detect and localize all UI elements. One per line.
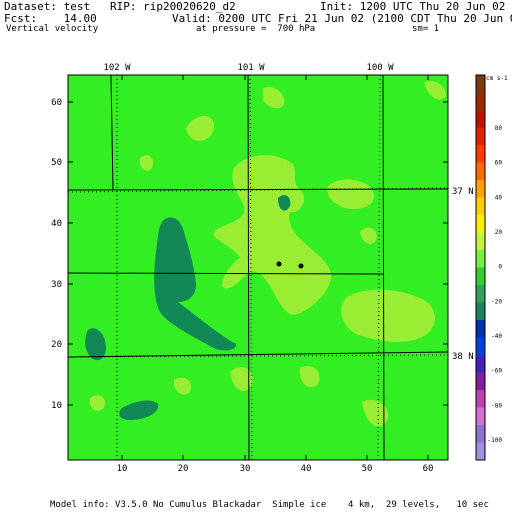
y-tick-label: 40: [51, 219, 62, 229]
forecast-hour-label: Fcst: 14.00: [4, 12, 97, 25]
colorbar-swatch: [476, 145, 485, 163]
y-tick-label: 30: [51, 280, 62, 290]
longitude-label: 101 W: [237, 63, 265, 73]
dark-contour-regions: [85, 195, 291, 420]
colorbar-swatch: [476, 355, 485, 373]
colorbar-tick-label: 80: [495, 125, 503, 132]
colorbar-tick-label: -80: [491, 402, 502, 409]
colorbar-swatch: [476, 285, 485, 303]
plot-frame: [67, 74, 449, 461]
colorbar-swatch: [476, 390, 485, 408]
colorbar-swatch: [476, 425, 485, 443]
pressure-level-label: at pressure = 700 hPa: [196, 24, 316, 34]
colorbar-swatch: [476, 250, 485, 268]
y-tick-label: 20: [51, 340, 62, 350]
colorbar-swatch: [476, 162, 485, 181]
colorbar-swatch: [476, 442, 485, 461]
colorbar-swatch: [476, 407, 485, 426]
colorbar-tick-label: 40: [495, 194, 503, 201]
x-tick-label: 60: [423, 464, 434, 474]
colorbar-tick-label: -20: [491, 298, 502, 305]
colorbar-tick-label: -40: [491, 333, 502, 340]
colorbar-unit-label: cm s-1: [486, 75, 508, 82]
color-bar: [475, 74, 486, 461]
graticule-lines: [67, 74, 449, 461]
colorbar-tick-label: -100: [488, 437, 503, 444]
colorbar-tick-label: 60: [495, 160, 503, 167]
station-markers: [276, 261, 304, 269]
colorbar-swatch: [476, 110, 485, 128]
x-tick-label: 30: [240, 464, 251, 474]
x-tick-label: 20: [178, 464, 189, 474]
colorbar-tick-label: -60: [491, 368, 502, 375]
colorbar-swatch: [476, 302, 485, 321]
x-tick-label: 10: [117, 464, 128, 474]
y-tick-label: 50: [51, 158, 62, 168]
light-contour-regions: [89, 80, 446, 427]
colorbar-swatch: [476, 127, 485, 146]
colorbar-swatch: [476, 75, 485, 93]
dataset-label: Dataset: test RIP: rip20020620_d2: [4, 0, 236, 13]
colorbar-frame: [475, 74, 486, 461]
init-time-label: Init: 1200 UTC Thu 20 Jun 02: [320, 0, 506, 13]
colorbar-swatch: [476, 320, 485, 338]
colorbar-swatch: [476, 372, 485, 391]
latitude-label: 37 N: [452, 187, 474, 197]
x-ticks: [121, 75, 429, 460]
colorbar-labels: 80 60 40 20 0 -20 -40 -60 -80 -100: [488, 125, 503, 444]
colorbar-swatch: [476, 215, 485, 233]
longitude-label: 102 W: [103, 63, 131, 73]
longitude-label: 100 W: [366, 63, 394, 73]
colorbar-swatch: [476, 197, 485, 216]
x-tick-label: 40: [301, 464, 312, 474]
colorbar-swatch: [476, 267, 485, 286]
colorbar-swatch: [476, 92, 485, 111]
latitude-label: 38 N: [452, 352, 474, 362]
y-tick-label: 10: [51, 401, 62, 411]
colorbar-swatch: [476, 232, 485, 251]
field-name-label: Vertical velocity: [6, 24, 99, 34]
colorbar-swatch: [476, 180, 485, 198]
smoothing-label: sm= 1: [412, 24, 440, 34]
x-tick-label: 50: [362, 464, 373, 474]
valid-time-label: Valid: 0200 UTC Fri 21 Jun 02 (2100 CDT …: [172, 12, 512, 25]
colorbar-tick-label: 0: [498, 264, 502, 271]
colorbar-tick-label: 20: [495, 229, 503, 236]
y-ticks: [68, 101, 448, 406]
y-tick-label: 60: [51, 98, 62, 108]
model-info: Model info: V3.5.0 No Cumulus Blackadar …: [50, 500, 489, 510]
colorbar-swatch: [476, 337, 485, 356]
